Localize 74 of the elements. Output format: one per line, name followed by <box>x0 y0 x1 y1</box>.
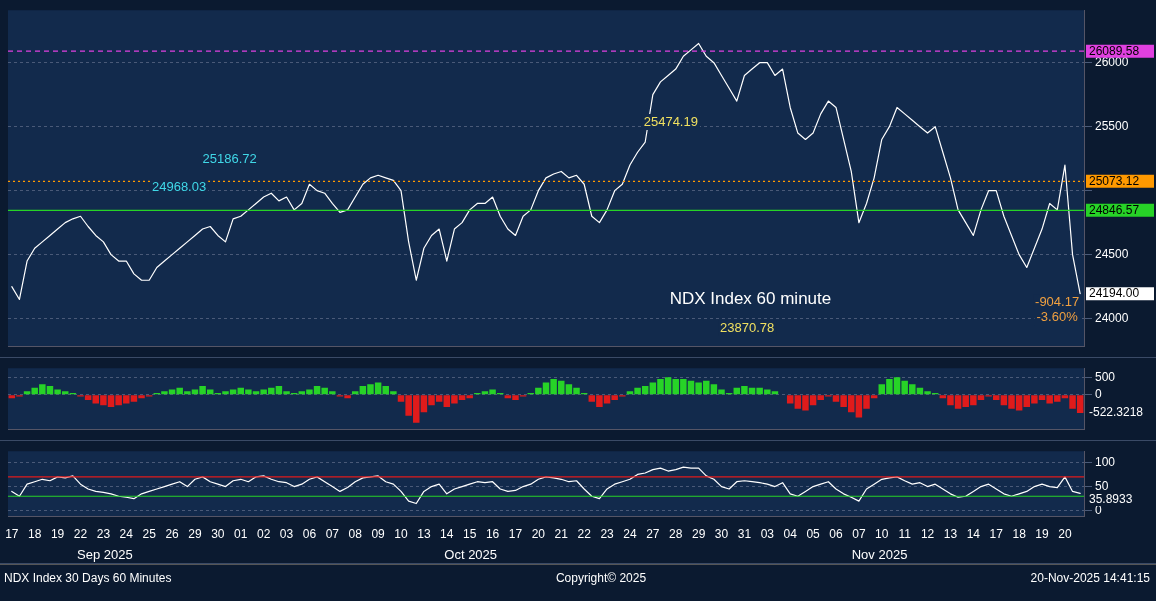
x-tick-label: 10 <box>394 527 408 542</box>
x-tick-label: 05 <box>806 527 821 542</box>
annotation: -3.60% <box>1036 309 1079 325</box>
x-tick-label: 13 <box>417 527 431 542</box>
x-tick-label: 30 <box>211 527 225 542</box>
x-tick-label: 20 <box>531 527 546 542</box>
x-tick-label: 10 <box>875 527 889 542</box>
x-tick-label: 11 <box>898 527 912 542</box>
x-tick-label: 29 <box>188 527 202 542</box>
x-tick-label: 09 <box>371 527 386 542</box>
x-tick-label: 14 <box>966 527 981 542</box>
x-tick-label: 19 <box>50 527 65 542</box>
annotation: 25474.19 <box>643 113 698 129</box>
x-tick-label: 18 <box>28 527 42 542</box>
x-tick-label: 27 <box>646 527 660 542</box>
x-tick-label: 23 <box>96 527 111 542</box>
x-tick-label: 15 <box>463 527 477 542</box>
x-tick-label: 17 <box>5 527 19 542</box>
x-tick-label: 06 <box>829 527 843 542</box>
annotation: -904.17 <box>1035 293 1080 309</box>
text: 24194.00 <box>1089 286 1140 301</box>
annotation: 25186.72 <box>202 150 257 166</box>
x-tick-label: 29 <box>691 527 706 542</box>
text: 20-Nov-2025 14:41:15 <box>1030 571 1150 587</box>
y-tick-label: 100 <box>1095 454 1116 469</box>
text: 35.8933 <box>1089 491 1133 506</box>
x-tick-label: 22 <box>73 527 88 542</box>
x-tick-label: 24 <box>623 527 637 542</box>
text: NDX Index 30 Days 60 Minutes <box>4 571 172 587</box>
x-tick-label: 21 <box>554 527 569 542</box>
x-tick-label: 20 <box>1058 527 1072 542</box>
x-tick-label: 16 <box>485 527 500 542</box>
text: Oct 2025 <box>444 546 498 562</box>
x-tick-label: 07 <box>325 527 340 542</box>
annotation: 23870.78 <box>720 319 775 335</box>
ref-line-label: 25073.12 <box>1089 173 1140 188</box>
y-tick-label: 500 <box>1095 369 1116 384</box>
text: -522.3218 <box>1089 405 1144 420</box>
x-tick-label: 17 <box>508 527 523 542</box>
x-tick-label: 30 <box>714 527 729 542</box>
ref-line-label: 24846.57 <box>1089 202 1140 217</box>
y-tick-label: 24000 <box>1095 310 1129 325</box>
x-tick-label: 23 <box>600 527 615 542</box>
x-tick-label: 31 <box>737 527 752 542</box>
bar <box>786 395 794 404</box>
x-tick-label: 12 <box>920 527 935 542</box>
x-tick-label: 28 <box>669 527 683 542</box>
x-tick-label: 02 <box>256 527 271 542</box>
x-tick-label: 19 <box>1035 527 1050 542</box>
x-tick-label: 18 <box>1012 527 1027 542</box>
annotation: 24968.03 <box>151 179 207 195</box>
text: Copyright© 2025 <box>555 571 647 587</box>
x-tick-label: 01 <box>234 527 248 542</box>
y-tick-label: 24500 <box>1095 246 1129 261</box>
text: Nov 2025 <box>851 546 908 562</box>
x-tick-label: 06 <box>302 527 317 542</box>
x-tick-label: 14 <box>440 527 454 542</box>
x-tick-label: 17 <box>989 527 1004 542</box>
x-tick-label: 26 <box>165 527 180 542</box>
y-tick-label: 0 <box>1095 387 1102 402</box>
x-tick-label: 03 <box>279 527 294 542</box>
bar <box>351 391 359 395</box>
x-tick-label: 08 <box>348 527 363 542</box>
x-tick-label: 03 <box>760 527 775 542</box>
y-tick-label: 50 <box>1095 478 1109 493</box>
x-tick-label: 22 <box>577 527 592 542</box>
text: NDX Index 60 minute <box>669 289 832 309</box>
x-tick-label: 24 <box>119 527 134 542</box>
y-tick-label: 25500 <box>1095 118 1129 133</box>
x-tick-label: 25 <box>142 527 157 542</box>
x-tick-label: 07 <box>852 527 866 542</box>
x-tick-label: 13 <box>943 527 958 542</box>
text: Sep 2025 <box>77 546 133 562</box>
x-tick-label: 04 <box>783 527 798 542</box>
